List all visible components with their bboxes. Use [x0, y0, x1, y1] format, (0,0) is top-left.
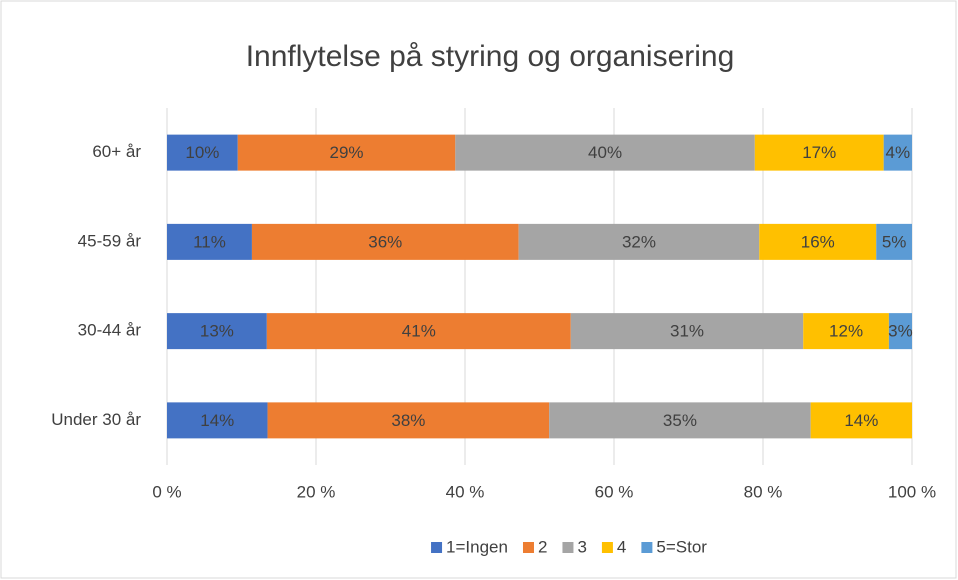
bar-segment [251, 223, 519, 260]
data-label: 11% [193, 232, 226, 251]
x-tick-label: 80 % [744, 482, 783, 501]
y-tick-label: 30-44 år [78, 321, 142, 340]
data-label: 17% [802, 143, 836, 162]
bar-segment [803, 313, 889, 350]
data-label: 41% [402, 322, 436, 341]
legend-label: 3 [577, 537, 586, 556]
x-tick-label: 100 % [888, 482, 936, 501]
bar-segment [876, 223, 912, 260]
data-label: 12% [829, 322, 863, 341]
bar-segment [167, 313, 267, 350]
data-label: 32% [622, 232, 656, 251]
data-label: 14% [844, 411, 878, 430]
x-tick-label: 40 % [446, 482, 485, 501]
data-label: 3% [888, 322, 913, 341]
legend-swatch [562, 542, 574, 553]
data-label: 13% [200, 322, 234, 341]
x-tick-label: 60 % [595, 482, 634, 501]
legend-swatch [522, 542, 534, 553]
data-label: 14% [200, 411, 234, 430]
y-tick-label: 60+ år [92, 142, 141, 161]
data-label: 4% [886, 143, 911, 162]
chart-title: Innflytelse på styring og organisering [246, 40, 735, 73]
data-label: 16% [801, 232, 835, 251]
data-label: 29% [330, 143, 364, 162]
bar-segment [754, 134, 884, 171]
data-label: 35% [663, 411, 697, 430]
data-label: 10% [185, 143, 219, 162]
legend-swatch [601, 542, 613, 553]
legend-label: 2 [538, 537, 547, 556]
bar-segment [267, 402, 550, 439]
bar-segment [518, 223, 760, 260]
bar-segment [883, 134, 912, 171]
y-tick-label: 45-59 år [78, 231, 142, 250]
data-label: 36% [368, 232, 402, 251]
bar-segment [167, 402, 268, 439]
bar-segment [759, 223, 877, 260]
data-label: 5% [882, 232, 907, 251]
bar-segment [888, 313, 912, 350]
x-tick-label: 0 % [152, 482, 181, 501]
bar-segment [167, 134, 238, 171]
bar-segment [570, 313, 804, 350]
bar-segment [266, 313, 571, 350]
bar-segment [549, 402, 811, 439]
legend-label: 4 [617, 537, 626, 556]
legend-label: 1=Ingen [446, 537, 508, 556]
bar-segment [167, 223, 252, 260]
bar-segment [810, 402, 912, 439]
legend-swatch [431, 542, 443, 553]
x-tick-label: 20 % [297, 482, 336, 501]
bar-segment [455, 134, 755, 171]
legend-swatch [641, 542, 653, 553]
legend-label: 5=Stor [656, 537, 707, 556]
y-tick-label: Under 30 år [51, 410, 141, 429]
data-label: 40% [588, 143, 622, 162]
bar-segment [237, 134, 456, 171]
data-label: 38% [391, 411, 425, 430]
data-label: 31% [670, 322, 704, 341]
